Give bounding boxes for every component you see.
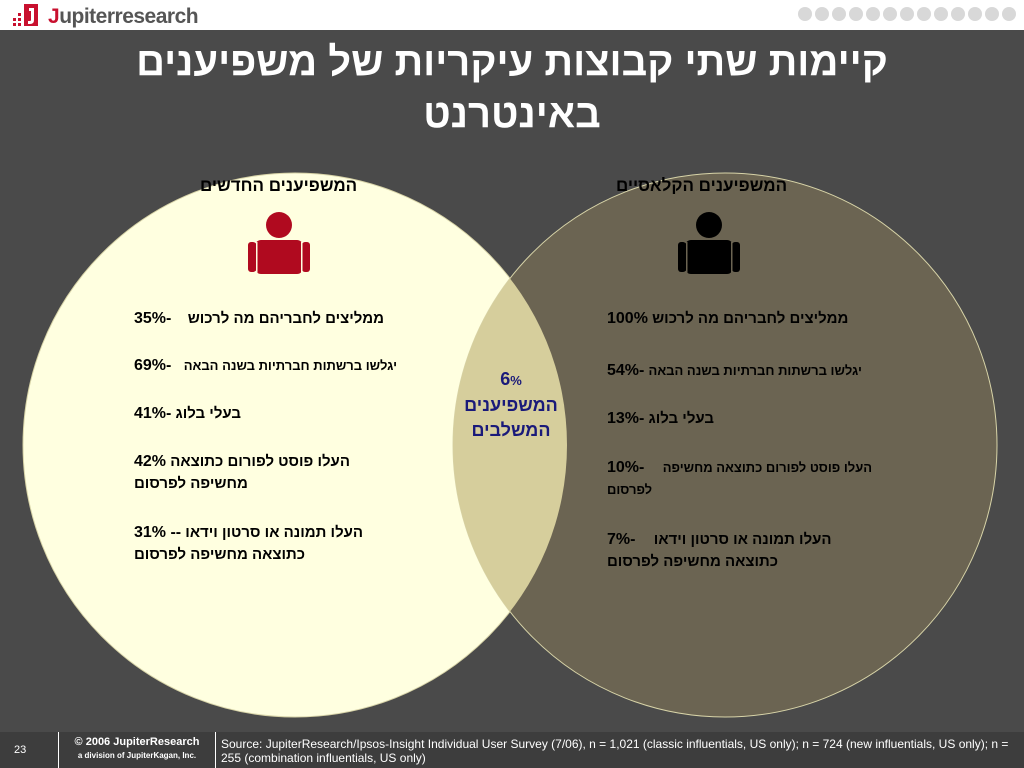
stat-value: 7%- bbox=[607, 531, 636, 548]
overlap-line-2: המשלבים bbox=[471, 420, 551, 440]
logo-mark-icon bbox=[13, 4, 38, 26]
division-note: a division of JupiterKagan, Inc. bbox=[77, 751, 197, 760]
person-icon bbox=[678, 212, 740, 274]
overlap-percent: % bbox=[510, 373, 522, 388]
footer-divider bbox=[58, 732, 59, 768]
left-stat-3: 41%- בעלי בלוג bbox=[134, 403, 434, 425]
stat-label: ממליצים לחבריהם מה לרכוש bbox=[187, 310, 384, 327]
stat-value: 10%- bbox=[607, 459, 645, 476]
stat-label: ממליצים לחבריהם מה לרכוש bbox=[652, 310, 849, 327]
right-stat-3: 13%- בעלי בלוג bbox=[607, 408, 927, 430]
stat-value: 100% bbox=[607, 310, 648, 327]
copyright: © 2006 JupiterResearch bbox=[74, 736, 200, 748]
person-icon bbox=[248, 212, 310, 274]
title-line-1: קיימות שתי קבוצות עיקריות של משפיענים bbox=[136, 40, 888, 84]
footer: 23 © 2006 JupiterResearch a division of … bbox=[0, 732, 1024, 768]
stat-label: העלו תמונה או סרטון וידאו bbox=[185, 524, 364, 541]
stat-value: 35%- bbox=[134, 310, 172, 327]
stat-value: 13%- bbox=[607, 410, 645, 427]
stat-label-line-2: לפרסום bbox=[607, 482, 653, 497]
top-bar: Jupiterresearch bbox=[0, 0, 1024, 30]
stat-value: 31% -- bbox=[134, 524, 182, 541]
right-stat-1: 100% ממליצים לחבריהם מה לרכוש bbox=[607, 308, 927, 330]
footer-divider bbox=[215, 732, 216, 768]
page-number: 23 bbox=[14, 744, 27, 756]
stat-label: העלו תמונה או סרטון וידאו bbox=[653, 531, 832, 548]
logo-letters-rest: upiterresearch bbox=[59, 5, 199, 28]
stat-label-line-2: כתוצאה מחשיפה לפרסום bbox=[607, 553, 779, 570]
overlap-label: 6% המשפיענים המשלבים bbox=[446, 367, 576, 443]
stat-label-line-2: כתוצאה מחשיפה לפרסום bbox=[134, 546, 306, 563]
stat-label: יגלשו ברשתות חברתיות בשנה הבאה bbox=[183, 358, 398, 373]
stat-label: העלו פוסט לפורום כתוצאה מחשיפה bbox=[662, 460, 873, 475]
slide-title: קיימות שתי קבוצות עיקריות של משפיענים בא… bbox=[40, 36, 984, 140]
right-stat-5: 7%- העלו תמונה או סרטון וידאו כתוצאה מחש… bbox=[607, 529, 927, 573]
jupiterresearch-logo: Jupiterresearch bbox=[10, 2, 200, 30]
left-stat-4: 42% העלו פוסט לפורום כתוצאה מחשיפה לפרסו… bbox=[134, 451, 434, 495]
stat-label: העלו פוסט לפורום כתוצאה bbox=[170, 453, 350, 470]
stat-value: 41%- bbox=[134, 405, 172, 422]
stat-value: 42% bbox=[134, 453, 167, 470]
logo-letter-j: J bbox=[48, 5, 60, 28]
title-line-2: באינטרנט bbox=[423, 92, 601, 136]
stat-value: 54%- bbox=[607, 362, 645, 379]
stat-label: בעלי בלוג bbox=[175, 405, 241, 422]
right-group-heading: המשפיענים הקלאסיים bbox=[616, 176, 788, 195]
source-note: Source: JupiterResearch/Ipsos-Insight In… bbox=[221, 737, 1009, 765]
stat-value: 69%- bbox=[134, 357, 172, 374]
stat-label-line-2: מחשיפה לפרסום bbox=[134, 475, 248, 492]
stat-label: יגלשו ברשתות חברתיות בשנה הבאה bbox=[648, 363, 862, 378]
left-stat-5: 31% -- העלו תמונה או סרטון וידאו כתוצאה … bbox=[134, 522, 434, 566]
overlap-line-1: המשפיענים bbox=[464, 395, 558, 415]
right-stat-2: 54%- יגלשו ברשתות חברתיות בשנה הבאה bbox=[607, 360, 937, 382]
left-group-heading: המשפיענים החדשים bbox=[200, 176, 358, 195]
left-stat-1: 35%- ממליצים לחבריהם מה לרכוש bbox=[134, 308, 434, 330]
overlap-value: 6 bbox=[500, 369, 511, 389]
venn-diagram bbox=[22, 172, 998, 718]
left-stat-2: 69%- יגלשו ברשתות חברתיות בשנה הבאה bbox=[134, 355, 454, 377]
decorative-dots bbox=[798, 7, 1016, 21]
right-stat-4: 10%- העלו פוסט לפורום כתוצאה מחשיפה לפרס… bbox=[607, 457, 927, 501]
logo-wordmark: Jupiterresearch bbox=[48, 5, 199, 29]
copyright-block: © 2006 JupiterResearch a division of Jup… bbox=[62, 736, 212, 762]
stat-label: בעלי בלוג bbox=[648, 410, 714, 427]
